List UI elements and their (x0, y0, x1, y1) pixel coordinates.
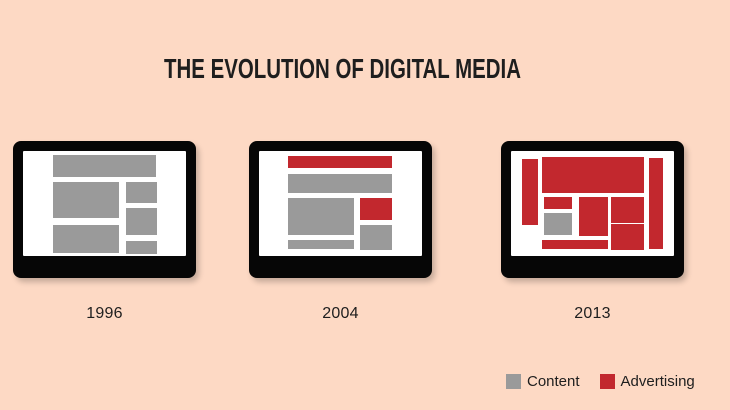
legend-label-advertising: Advertising (620, 373, 695, 390)
content-block (543, 213, 573, 235)
page-title-text: THE EVOLUTION OF DIGITAL MEDIA (163, 53, 521, 84)
content-block (287, 173, 392, 194)
advertising-block (543, 196, 573, 210)
content-block (53, 224, 119, 253)
monitor-frame-2013 (501, 141, 684, 278)
year-label-1996: 1996 (86, 305, 123, 322)
year-label-2013: 2013 (574, 305, 611, 322)
advertising-block (610, 196, 644, 223)
advertising-block (610, 223, 644, 251)
page-title: THE EVOLUTION OF DIGITAL MEDIA (0, 53, 684, 85)
advertising-swatch-icon (599, 374, 615, 389)
screen-2004 (259, 151, 422, 256)
monitor-frame-1996 (13, 141, 196, 278)
content-block (125, 208, 157, 236)
advertising-block (541, 240, 608, 250)
content-block (53, 181, 119, 219)
year-label-2004: 2004 (322, 305, 359, 322)
monitor-frame-2004 (249, 141, 432, 278)
content-block (287, 240, 354, 250)
advertising-block (541, 156, 645, 193)
advertising-block (287, 155, 392, 168)
legend-item-advertising: Advertising (599, 373, 695, 390)
device-1996: 1996 (13, 141, 196, 323)
screen-1996 (23, 151, 186, 256)
device-2004: 2004 (249, 141, 432, 323)
content-block (287, 198, 354, 236)
content-swatch-icon (506, 374, 521, 389)
legend-label-content: Content (527, 373, 580, 390)
advertising-block (359, 198, 392, 220)
advertising-block (648, 157, 663, 250)
content-block (359, 224, 392, 251)
device-2013: 2013 (501, 141, 684, 323)
content-block (53, 155, 156, 177)
legend-item-content: Content (506, 373, 580, 390)
advertising-block (522, 158, 538, 225)
legend: Content Advertising (506, 373, 695, 390)
content-block (125, 240, 157, 255)
screen-2013 (511, 151, 674, 256)
advertising-block (579, 196, 608, 236)
content-block (125, 181, 157, 203)
